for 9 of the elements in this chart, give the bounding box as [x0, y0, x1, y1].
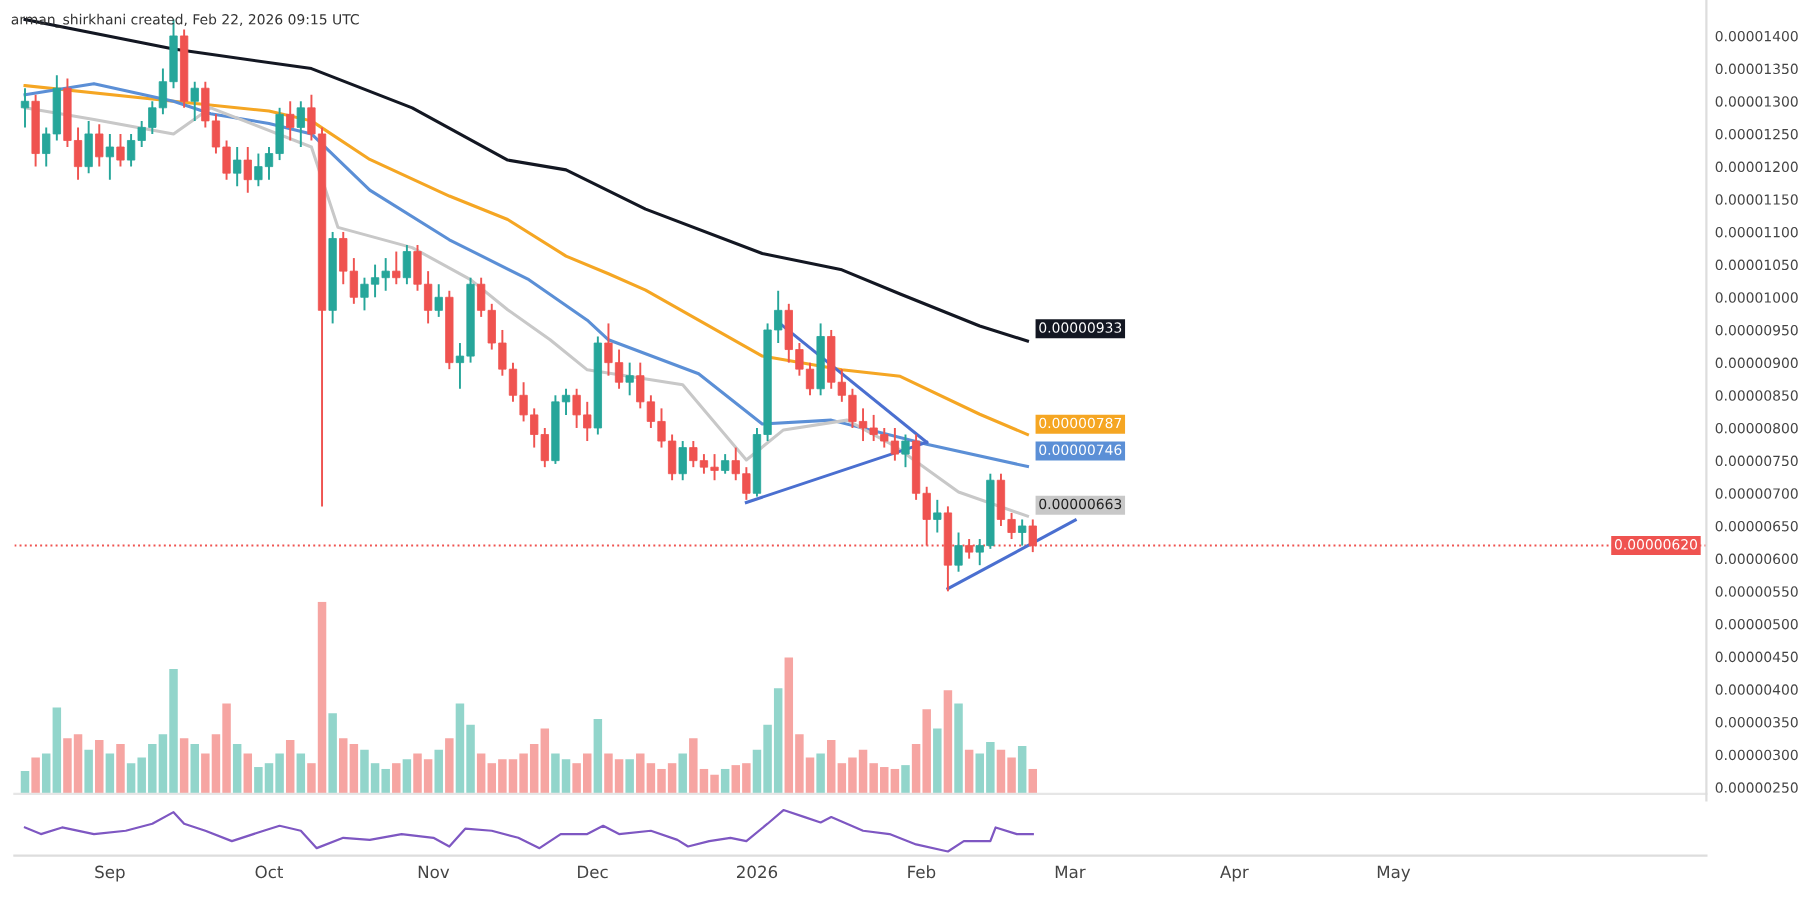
x-tick-label: May — [1377, 865, 1411, 882]
x-tick-label: Sep — [95, 865, 125, 882]
x-tick-label: Nov — [418, 865, 450, 879]
x-tick-label: Dec — [578, 865, 608, 879]
x-tick-label: Feb — [908, 865, 936, 879]
x-tick-label: Oct — [255, 865, 283, 879]
x-tick-label: Mar — [1055, 865, 1086, 879]
x-tick-label: Apr — [1220, 865, 1249, 882]
x-tick-label: 2026 — [736, 865, 778, 879]
